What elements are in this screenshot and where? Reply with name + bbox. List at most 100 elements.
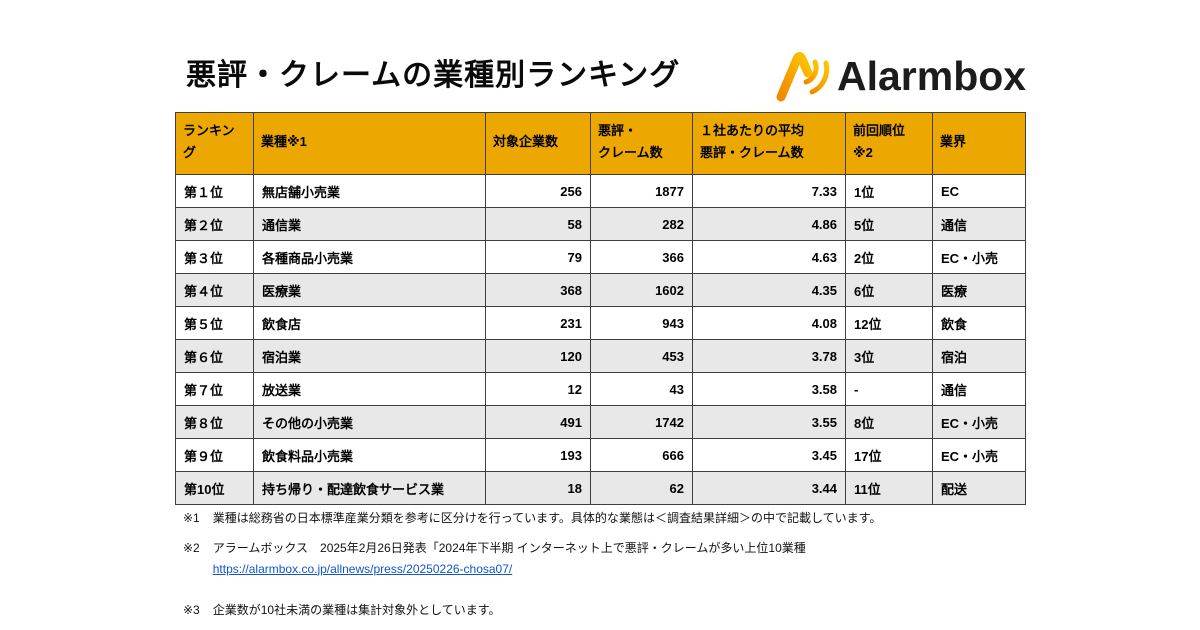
- footnote-1: ※1 業種は総務省の日本標準産業分類を参考に区分けを行っています。具体的な業態は…: [183, 510, 881, 527]
- table-cell: 第９位: [175, 438, 254, 472]
- column-header: 前回順位 ※2: [845, 112, 933, 175]
- table-row: 第７位 放送業 12 43 3.58- 通信: [175, 372, 1026, 406]
- table-cell: 1742: [590, 405, 693, 439]
- table-cell: 配送: [932, 471, 1026, 505]
- table-cell: 3位: [845, 339, 933, 373]
- ranking-table: ランキング 業種※1 対象企業数 悪評・ クレーム数 １社あたりの平均 悪評・クレーム数…: [175, 112, 1026, 505]
- table-cell: その他の小売業: [253, 405, 486, 439]
- table-cell: 5位: [845, 207, 933, 241]
- table-cell: 飲食店: [253, 306, 486, 340]
- footnote-3: ※3 企業数が10社未満の業種は集計対象外としています。: [183, 602, 881, 619]
- table-cell: 12: [485, 372, 591, 406]
- column-header: 業種※1: [253, 112, 486, 175]
- table-cell: EC: [932, 174, 1026, 208]
- footnote-2: ※2 アラームボックス 2025年2月26日発表「2024年下半期 インターネッ…: [183, 540, 881, 578]
- table-cell: -: [845, 372, 933, 406]
- table-row: 第10位 持ち帰り・配達飲食サービス業 18 62 3.44 11位 配送: [175, 471, 1026, 505]
- table-cell: 666: [590, 438, 693, 472]
- table-cell: 4.86: [692, 207, 846, 241]
- table-cell: 各種商品小売業: [253, 240, 486, 274]
- table-cell: 第８位: [175, 405, 254, 439]
- table-row: 第５位 飲食店 231 943 4.08 12位 飲食: [175, 306, 1026, 340]
- table-cell: 第６位: [175, 339, 254, 373]
- table-row: 第１位 無店舗小売業 256 1877 7.33 1位 EC: [175, 174, 1026, 208]
- table-cell: 第７位: [175, 372, 254, 406]
- table-cell: 6位: [845, 273, 933, 307]
- table-cell: 無店舗小売業: [253, 174, 486, 208]
- ranking-table-container: ランキング 業種※1 対象企業数 悪評・ クレーム数 １社あたりの平均 悪評・クレーム数…: [175, 112, 1026, 505]
- footnote-3-label: ※3: [183, 603, 200, 618]
- table-cell: 通信: [932, 372, 1026, 406]
- footnote-1-text: 業種は総務省の日本標準産業分類を参考に区分けを行っています。具体的な業態は＜調査…: [212, 511, 882, 525]
- table-cell: 宿泊業: [253, 339, 486, 373]
- table-cell: 193: [485, 438, 591, 472]
- table-row: 第４位 医療業 368 1602 4.35 6位 医療: [175, 273, 1026, 307]
- table-cell: 120: [485, 339, 591, 373]
- table-cell: 1位: [845, 174, 933, 208]
- table-cell: 第２位: [175, 207, 254, 241]
- footnotes: ※1 業種は総務省の日本標準産業分類を参考に区分けを行っています。具体的な業態は…: [183, 510, 881, 620]
- footnote-2-body: アラームボックス 2025年2月26日発表「2024年下半期 インターネット上で…: [213, 540, 806, 578]
- table-row: 第９位 飲食料品小売業 193 666 3.45 17位 EC・小売: [175, 438, 1026, 472]
- table-cell: 58: [485, 207, 591, 241]
- footnote-2-text: アラームボックス 2025年2月26日発表「2024年下半期 インターネット上で…: [212, 541, 806, 556]
- table-cell: 3.44: [692, 471, 846, 505]
- table-cell: 3.55: [692, 405, 846, 439]
- table-cell: 第10位: [175, 471, 254, 505]
- table-cell: 第５位: [175, 306, 254, 340]
- table-row: 第２位 通信業 58 282 4.86 5位 通信: [175, 207, 1026, 241]
- table-cell: 12位: [845, 306, 933, 340]
- table-cell: 宿泊: [932, 339, 1026, 373]
- table-cell: 4.63: [692, 240, 846, 274]
- footnote-2-label: ※2: [183, 541, 200, 556]
- ranking-table-head-row: ランキング 業種※1 対象企業数 悪評・ クレーム数 １社あたりの平均 悪評・クレーム数…: [175, 112, 1026, 175]
- table-cell: 第４位: [175, 273, 254, 307]
- table-cell: 4.35: [692, 273, 846, 307]
- table-cell: 11位: [845, 471, 933, 505]
- alarmbox-logo: Alarmbox: [775, 48, 1026, 104]
- column-header: 業界: [932, 112, 1026, 175]
- table-cell: 飲食料品小売業: [253, 438, 486, 472]
- table-cell: 医療: [932, 273, 1026, 307]
- table-row: 第８位 その他の小売業 491 1742 3.55 8位 EC・小売: [175, 405, 1026, 439]
- table-cell: 飲食: [932, 306, 1026, 340]
- table-cell: 2位: [845, 240, 933, 274]
- table-cell: 持ち帰り・配達飲食サービス業: [253, 471, 486, 505]
- column-header: １社あたりの平均 悪評・クレーム数: [692, 112, 846, 175]
- table-cell: 7.33: [692, 174, 846, 208]
- table-cell: 4.08: [692, 306, 846, 340]
- table-cell: 1602: [590, 273, 693, 307]
- table-cell: EC・小売: [932, 240, 1026, 274]
- table-cell: 3.58: [692, 372, 846, 406]
- table-cell: 通信: [932, 207, 1026, 241]
- ranking-table-body: 第１位 無店舗小売業 256 1877 7.33 1位 EC 第２位 通信業 58 282 4.86 5…: [175, 174, 1026, 505]
- table-cell: 453: [590, 339, 693, 373]
- table-cell: 43: [590, 372, 693, 406]
- alarmbox-signal-a-icon: [775, 48, 831, 104]
- table-cell: EC・小売: [932, 438, 1026, 472]
- table-cell: 256: [485, 174, 591, 208]
- table-cell: 62: [590, 471, 693, 505]
- table-cell: 医療業: [253, 273, 486, 307]
- column-header: 対象企業数: [485, 112, 591, 175]
- table-cell: EC・小売: [932, 405, 1026, 439]
- table-cell: 通信業: [253, 207, 486, 241]
- column-header: 悪評・ クレーム数: [590, 112, 693, 175]
- footnote-3-text: 企業数が10社未満の業種は集計対象外としています。: [212, 603, 501, 618]
- footnote-2-link[interactable]: https://alarmbox.co.jp/allnews/press/202…: [212, 561, 513, 576]
- table-cell: 8位: [845, 405, 933, 439]
- table-row: 第３位 各種商品小売業 79 366 4.63 2位 EC・小売: [175, 240, 1026, 274]
- page-title: 悪評・クレームの業種別ランキング: [186, 59, 681, 92]
- logo-wordmark: Alarmbox: [837, 52, 1027, 99]
- table-cell: 第１位: [175, 174, 254, 208]
- table-cell: 368: [485, 273, 591, 307]
- table-cell: 491: [485, 405, 591, 439]
- table-cell: 1877: [590, 174, 693, 208]
- footnote-1-label: ※1: [183, 511, 200, 525]
- table-cell: 放送業: [253, 372, 486, 406]
- table-cell: 第３位: [175, 240, 254, 274]
- table-cell: 282: [590, 207, 693, 241]
- column-header: ランキング: [175, 112, 254, 175]
- table-cell: 943: [590, 306, 693, 340]
- table-cell: 3.78: [692, 339, 846, 373]
